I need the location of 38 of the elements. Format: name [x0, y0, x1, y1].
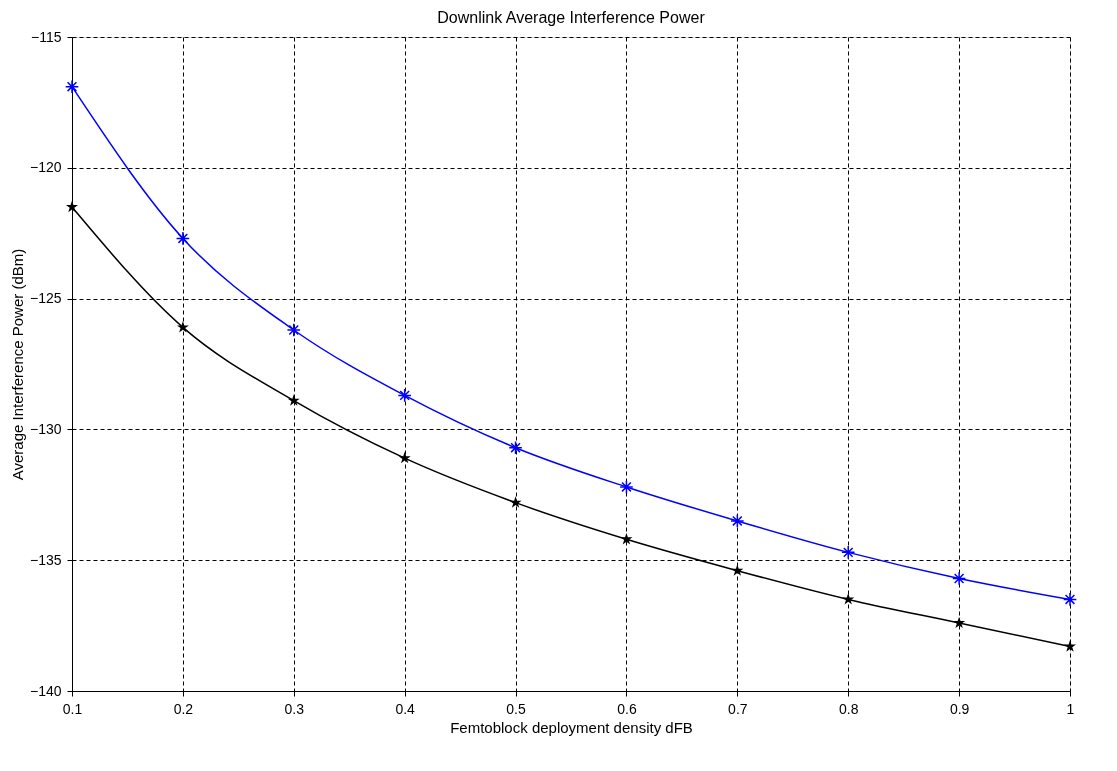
y-tick-label: −125	[29, 290, 62, 307]
y-tick-label: −140	[29, 682, 62, 699]
y-tick-label: −135	[29, 551, 62, 568]
point	[952, 571, 967, 586]
x-tick-label: 1	[1066, 700, 1075, 717]
point	[65, 200, 79, 213]
point	[730, 513, 745, 529]
x-tick-label: 0.3	[284, 700, 305, 717]
point	[620, 532, 633, 545]
y-axis-title: Average Interference Power (dBm)	[8, 248, 26, 481]
point	[397, 388, 412, 403]
chart-title: Downlink Average Interference Power	[437, 9, 706, 26]
point	[398, 451, 411, 464]
point	[842, 593, 855, 605]
x-axis-title: Femtoblock deployment density dFB	[450, 718, 693, 736]
y-tick-label: −120	[29, 159, 62, 176]
point	[176, 321, 189, 333]
x-tick-label: 0.5	[506, 700, 526, 717]
point	[731, 564, 744, 576]
point	[175, 231, 190, 246]
x-tick-label: 0.1	[62, 700, 83, 717]
point	[841, 545, 856, 560]
point	[286, 322, 301, 338]
x-tick-label: 0.9	[949, 700, 970, 717]
point	[953, 616, 966, 629]
point	[508, 440, 523, 455]
point	[64, 79, 80, 94]
point	[287, 394, 300, 406]
y-tick-label: −130	[29, 420, 62, 437]
y-tick-label: −115	[31, 28, 62, 45]
point	[619, 479, 634, 495]
point	[509, 496, 522, 508]
x-tick-label: 0.8	[838, 700, 859, 717]
point	[1062, 592, 1078, 607]
x-tick-label: 0.4	[395, 700, 416, 717]
x-tick-label: 0.2	[173, 700, 194, 717]
x-tick-label: 0.7	[728, 700, 748, 717]
x-tick-label: 0.6	[617, 700, 637, 717]
